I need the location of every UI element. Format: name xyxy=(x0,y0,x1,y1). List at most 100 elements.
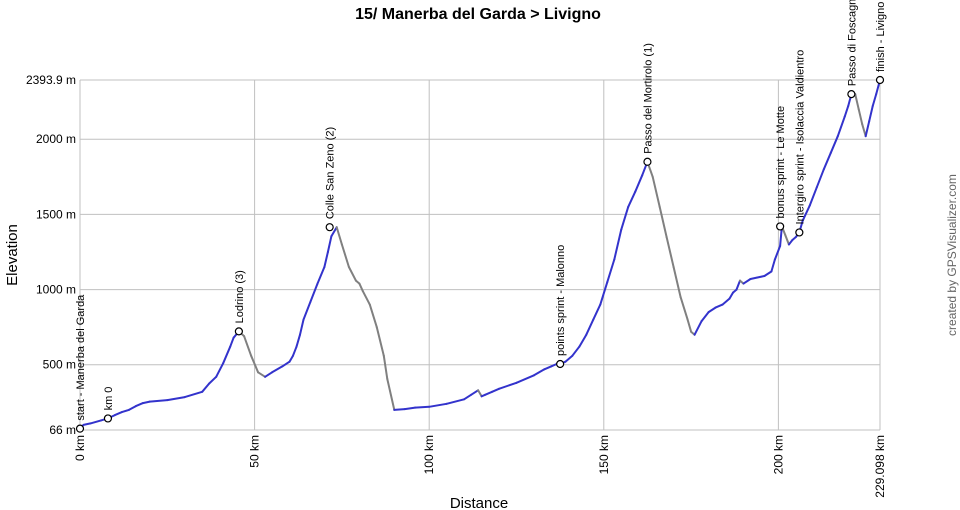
profile-segment xyxy=(857,108,864,126)
profile-segment xyxy=(292,345,298,357)
y-tick-label: 1000 m xyxy=(36,283,76,297)
profile-segment xyxy=(326,235,333,253)
profile-segment xyxy=(250,354,260,374)
profile-segment xyxy=(222,345,232,365)
profile-segment xyxy=(428,402,448,408)
profile-segment xyxy=(484,390,494,396)
waypoint-marker xyxy=(325,223,334,232)
waypoint-marker xyxy=(776,222,785,231)
profile-segment xyxy=(113,411,123,417)
waypoint-marker xyxy=(847,90,856,99)
x-tick-label: 100 km xyxy=(422,435,436,474)
y-tick-labels: 66 m 500 m 1000 m 1500 m 2000 m 2393.9 m xyxy=(26,73,76,437)
profile-segment xyxy=(386,378,396,411)
elevation-profile xyxy=(79,79,881,430)
profile-segment xyxy=(672,266,682,299)
profile-segment xyxy=(288,354,294,363)
profile-segment xyxy=(335,226,343,246)
profile-segment xyxy=(571,345,581,357)
waypoint-label: start - Manerba del Garda xyxy=(75,294,87,421)
profile-segment xyxy=(784,234,790,246)
profile-segment xyxy=(651,175,661,208)
profile-segment xyxy=(120,408,130,414)
profile-segment xyxy=(470,389,480,396)
x-tick-label: 229.098 km xyxy=(873,435,887,498)
profile-segment xyxy=(665,236,675,268)
profile-segment xyxy=(215,362,225,378)
profile-segment xyxy=(403,406,417,411)
profile-segment xyxy=(330,226,338,238)
x-tick-labels: 0 km 50 km 100 km 150 km 200 km 229.098 km xyxy=(73,435,887,498)
profile-segment xyxy=(749,276,759,280)
profile-segment xyxy=(134,402,144,408)
profile-segment xyxy=(208,375,218,385)
profile-segment xyxy=(728,291,734,300)
profile-segment xyxy=(770,258,776,273)
profile-segment xyxy=(166,396,186,402)
profile-segment xyxy=(533,368,546,377)
waypoint-label: points sprint - Malonno xyxy=(555,245,567,356)
waypoint-marker xyxy=(875,75,885,85)
profile-segment xyxy=(854,93,860,111)
profile-segment xyxy=(243,335,253,357)
profile-segment xyxy=(801,204,811,222)
profile-segment xyxy=(201,382,211,393)
profile-segment xyxy=(843,105,850,118)
profile-segment xyxy=(756,275,766,279)
grid-lines xyxy=(79,79,881,431)
profile-segment xyxy=(491,387,500,393)
profile-segment xyxy=(295,333,301,348)
profile-segment xyxy=(564,354,574,363)
profile-segment xyxy=(127,405,137,411)
profile-segment xyxy=(735,279,741,291)
profile-segment xyxy=(700,311,710,323)
x-tick-label: 50 km xyxy=(248,435,262,468)
waypoint-label: Intergiro sprint - Isolaccia Valdientro xyxy=(794,50,806,225)
profile-segment xyxy=(721,297,731,306)
profile-segment xyxy=(822,151,832,171)
profile-segment xyxy=(627,190,637,208)
profile-segment xyxy=(634,174,644,193)
profile-segment xyxy=(543,365,553,371)
profile-segment xyxy=(714,303,724,309)
profile-segment xyxy=(864,120,871,138)
profile-segment xyxy=(281,360,291,368)
y-tick-label: 1500 m xyxy=(36,207,76,221)
profile-segment xyxy=(742,278,752,285)
profile-segment xyxy=(836,115,846,138)
waypoint-label: Passo del Mortirolo (1) xyxy=(642,43,654,154)
waypoint-label: Passo di Foscagno xyxy=(846,0,858,86)
profile-segment xyxy=(808,186,818,207)
profile-segment xyxy=(264,371,274,378)
profile-segment xyxy=(229,336,235,348)
profile-segment xyxy=(358,282,364,293)
waypoint-label: finish - Livigno xyxy=(875,2,887,72)
y-tick-label: 500 m xyxy=(43,358,76,372)
profile-segment xyxy=(613,228,623,261)
profile-segment xyxy=(592,303,602,321)
waypoint-label: Lodrino (3) xyxy=(234,270,246,323)
profile-segment xyxy=(361,290,371,306)
profile-segment xyxy=(148,399,169,403)
profile-segment xyxy=(463,393,473,401)
y-axis-title: Elevation xyxy=(4,224,21,286)
profile-segment xyxy=(368,303,378,329)
waypoint-marker xyxy=(795,228,804,237)
profile-segment xyxy=(679,296,689,321)
profile-segment xyxy=(299,318,305,336)
waypoint-marker xyxy=(75,424,85,433)
profile-segment xyxy=(861,123,867,138)
profile-segment xyxy=(686,318,693,333)
profile-segment xyxy=(773,245,782,261)
waypoint-label: km 0 xyxy=(103,387,115,411)
waypoint-marker xyxy=(234,327,243,336)
y-tick-label: 2393.9 m xyxy=(26,73,76,87)
profile-segment xyxy=(340,243,350,268)
profile-segment xyxy=(302,300,312,321)
y-tick-label: 66 m xyxy=(49,423,76,437)
profile-segment xyxy=(871,93,878,108)
profile-segment xyxy=(445,398,466,405)
profile-segment xyxy=(606,258,616,284)
profile-segment xyxy=(316,266,326,285)
